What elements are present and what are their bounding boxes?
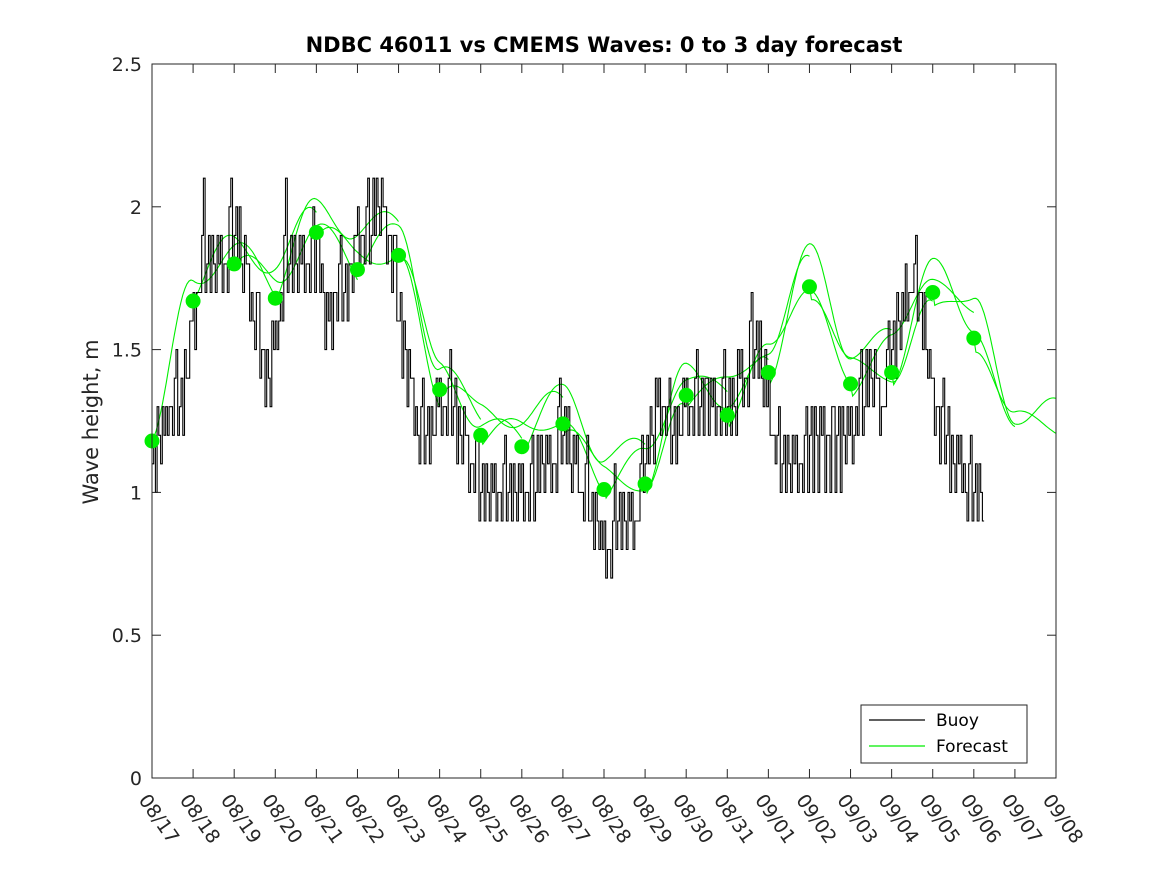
forecast-marker <box>226 256 242 272</box>
forecast-marker <box>678 387 694 403</box>
forecast-marker <box>555 416 571 432</box>
forecast-run-line <box>357 223 482 420</box>
y-tick-label: 0.5 <box>112 625 142 647</box>
legend: Buoy Forecast <box>860 704 1028 764</box>
forecast-marker <box>267 290 283 306</box>
legend-label-buoy: Buoy <box>936 711 979 731</box>
y-axis-label: Wave height, m <box>79 339 103 504</box>
forecast-marker <box>473 427 489 443</box>
y-tick-label: 2.5 <box>112 54 142 76</box>
chart-title: NDBC 46011 vs CMEMS Waves: 0 to 3 day fo… <box>306 33 903 57</box>
y-tick-label: 0 <box>130 768 142 790</box>
forecast-runs <box>151 197 1057 500</box>
y-tick-label: 1.5 <box>112 340 142 362</box>
forecast-marker <box>514 439 530 455</box>
forecast-run-line <box>891 257 1016 428</box>
series-layer <box>152 177 985 579</box>
forecast-marker <box>391 247 407 263</box>
forecast-run-line <box>973 338 1057 434</box>
forecast-run-line <box>521 383 646 463</box>
forecast-marker <box>185 293 201 309</box>
forecast-marker <box>596 482 612 498</box>
forecast-marker <box>637 476 653 492</box>
forecast-marker <box>925 284 941 300</box>
forecast-marker <box>843 376 859 392</box>
forecast-run-line <box>562 402 687 492</box>
forecast-run-line <box>398 255 523 439</box>
forecast-run-line <box>316 226 441 407</box>
buoy-line <box>152 177 985 579</box>
forecast-marker <box>349 262 365 278</box>
forecast-marker <box>719 407 735 423</box>
forecast-marker <box>966 330 982 346</box>
forecast-marker <box>801 279 817 295</box>
forecast-run-line <box>685 254 810 407</box>
y-tick-label: 1 <box>130 482 142 504</box>
forecast-run-line <box>151 242 276 442</box>
marker-layer <box>144 225 982 498</box>
forecast-marker <box>760 364 776 380</box>
forecast-marker <box>432 382 448 398</box>
y-tick-label: 2 <box>130 197 142 219</box>
forecast-run-line <box>932 292 1057 425</box>
forecast-marker <box>308 225 324 241</box>
legend-box <box>860 704 1028 764</box>
forecast-marker <box>884 364 900 380</box>
legend-label-forecast: Forecast <box>936 737 1008 757</box>
forecast-run-line <box>480 418 605 494</box>
forecast-run-line <box>767 243 892 385</box>
